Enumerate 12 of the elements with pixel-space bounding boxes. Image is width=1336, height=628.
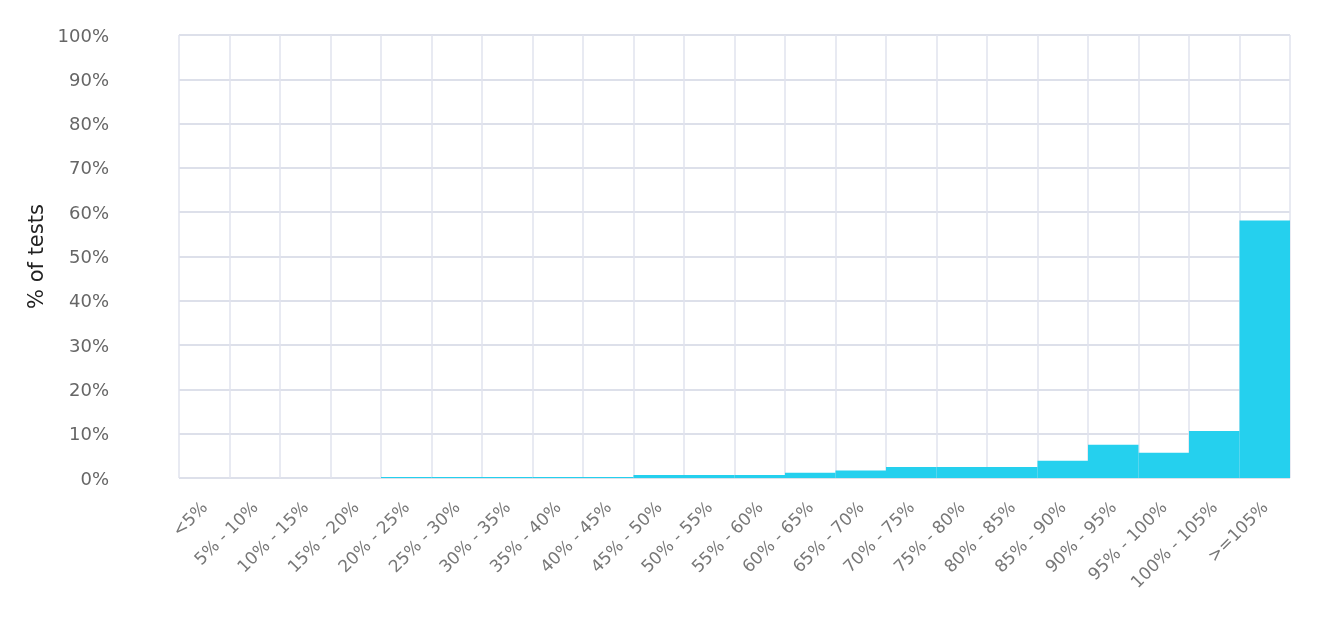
y-tick-label: 20% <box>68 378 109 400</box>
y-tick-label: 50% <box>68 246 109 267</box>
y-tick-label: 90% <box>68 68 109 90</box>
y-tick-label: 100% <box>57 24 109 46</box>
y-tick-label: 10% <box>68 423 109 445</box>
y-tick-label: 80% <box>68 113 109 135</box>
y-tick-label: 70% <box>68 157 109 179</box>
y-axis-title: % of tests <box>24 204 49 309</box>
y-tick-label: 60% <box>68 201 109 223</box>
y-tick-label: 30% <box>68 334 109 356</box>
y-tick-label: 40% <box>68 290 109 312</box>
y-tick-label: 0% <box>80 467 109 489</box>
